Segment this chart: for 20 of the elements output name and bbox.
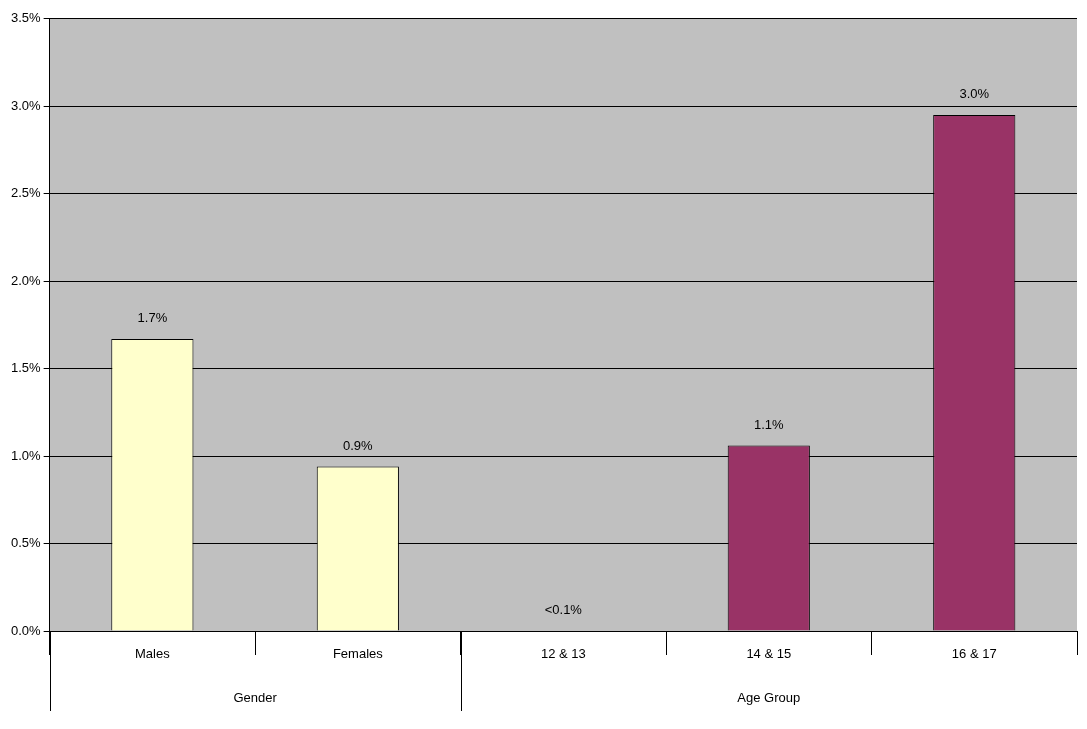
x-tick-label: 12 & 13 [540,646,586,662]
x-tick-label: Males [135,646,171,662]
y-tick-label: 2.0% [10,272,42,288]
y-tick-label: 1.5% [10,360,42,376]
text: Age Group [737,689,801,705]
x-tick-label: 14 & 15 [746,646,792,662]
y-tick-label: 2.5% [10,185,42,201]
y-tick-label: 3.5% [10,10,42,26]
x-tick-label: Females [332,646,384,662]
data-label: 1.1% [753,416,785,432]
data-label: <0.1% [544,602,583,618]
data-label: 1.7% [137,309,168,325]
y-tick-label: 0.0% [10,622,42,638]
data-label: 3.0% [959,86,990,102]
y-tick-label: 0.5% [10,535,42,551]
y-tick-label: 1.0% [10,447,42,463]
y-tick-label: 3.0% [10,97,42,113]
x-tick-label: 16 & 17 [951,646,997,662]
data-label: 0.9% [343,437,374,453]
text: Gender [233,689,278,705]
